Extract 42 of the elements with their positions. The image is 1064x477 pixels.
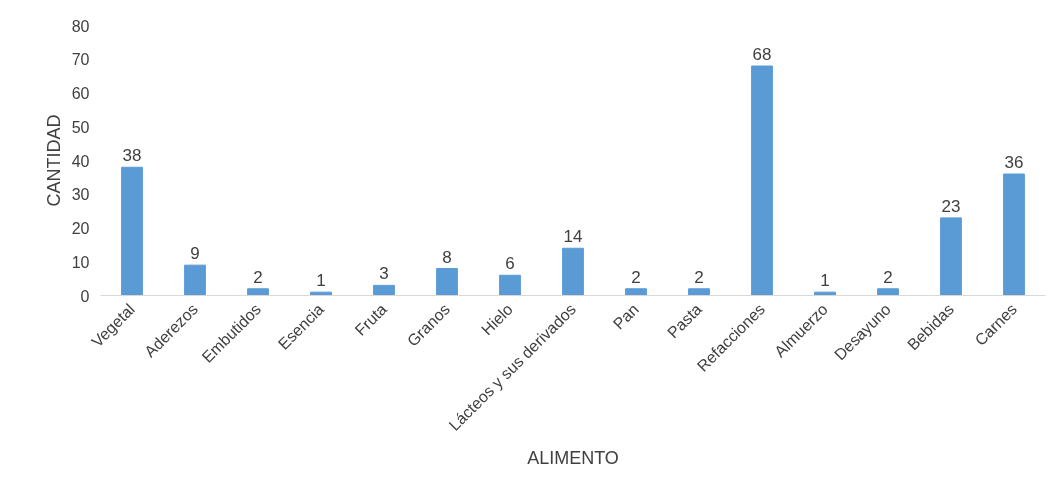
bar — [625, 288, 647, 296]
x-axis-title: ALIMENTO — [527, 447, 619, 468]
data-label: 3 — [379, 264, 389, 284]
bar — [751, 65, 773, 296]
data-label: 1 — [316, 271, 326, 291]
data-label: 6 — [505, 254, 515, 274]
bar — [814, 291, 836, 296]
bar — [1003, 173, 1025, 296]
y-tick-label: 40 — [71, 152, 90, 170]
data-label: 2 — [253, 267, 263, 287]
data-label: 38 — [122, 146, 142, 166]
y-tick-label: 50 — [71, 118, 90, 136]
data-label: 36 — [1004, 153, 1024, 172]
y-tick-label: 30 — [71, 186, 90, 204]
data-label: 14 — [563, 227, 583, 247]
y-tick-label: 80 — [71, 17, 90, 35]
data-label: 1 — [820, 271, 830, 291]
bar — [184, 264, 206, 296]
y-tick-label: 70 — [71, 51, 90, 69]
y-tick-label: 10 — [71, 253, 90, 271]
bar — [499, 274, 521, 296]
data-label: 9 — [190, 244, 200, 264]
bar — [310, 291, 332, 296]
y-tick-label: 60 — [71, 85, 90, 102]
bar — [562, 247, 584, 296]
x-tick-label: Pan — [609, 300, 643, 333]
bar — [940, 217, 962, 296]
bar — [373, 284, 395, 296]
data-label: 8 — [442, 247, 452, 267]
y-axis-title: CANTIDAD — [43, 114, 64, 207]
data-label: 23 — [941, 196, 961, 216]
bar — [436, 268, 458, 296]
data-label: 68 — [752, 45, 772, 64]
bar — [877, 288, 899, 296]
data-label: 2 — [694, 267, 704, 287]
bar — [688, 288, 710, 296]
data-label: 2 — [883, 267, 893, 287]
bar — [247, 288, 269, 296]
bar — [121, 166, 143, 296]
y-tick-label: 20 — [71, 220, 90, 237]
data-label: 2 — [631, 267, 641, 287]
y-tick-label: 0 — [80, 287, 90, 305]
